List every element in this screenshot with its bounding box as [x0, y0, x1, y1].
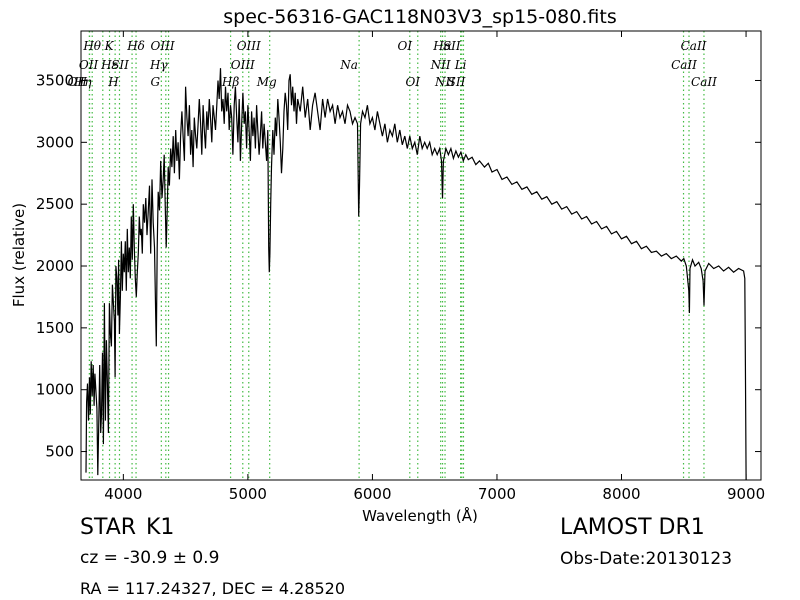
line-marker-label: Na — [339, 58, 358, 72]
line-marker-label: SII — [111, 58, 129, 72]
line-marker-labels: OIIHθOIIHηHεKSIIHHδGHγOIIIHβOIIIOIIIMgNa… — [68, 39, 717, 89]
line-marker-label: OI — [398, 39, 413, 53]
line-marker-label: OII — [79, 58, 99, 72]
line-marker-label: Hθ — [82, 39, 101, 53]
line-markers — [88, 31, 705, 480]
plot-frame — [80, 30, 762, 481]
x-axis-label: Wavelength (Å) — [362, 506, 478, 525]
redshift-text: cz = -30.9 ± 0.9 — [80, 548, 220, 568]
line-marker-label: OII — [68, 75, 88, 89]
x-tick-label: 7000 — [478, 485, 516, 503]
object-subclass: K1 — [146, 515, 175, 540]
line-marker-label: Hδ — [126, 39, 145, 53]
survey-name: LAMOST DR1 — [560, 515, 705, 540]
line-marker-label: SII — [448, 75, 466, 89]
line-marker-label: OI — [405, 75, 420, 89]
x-tick-label: 8000 — [602, 485, 640, 503]
line-marker-label: CaII — [671, 58, 697, 72]
y-axis-ticks: 500 1000 1500 2000 2500 3000 3500 — [36, 71, 761, 461]
y-tick-label: 2000 — [36, 257, 74, 275]
obs-date: Obs-Date:20130123 — [560, 549, 733, 569]
line-marker-label: Hγ — [149, 58, 168, 72]
line-marker-label: Hη — [73, 75, 92, 89]
y-axis-label: Flux (relative) — [10, 203, 28, 307]
line-marker-label: CaII — [691, 75, 717, 89]
x-tick-label: 5000 — [229, 485, 267, 503]
x-tick-label: 9000 — [727, 485, 765, 503]
x-tick-label: 4000 — [104, 485, 142, 503]
line-marker-label: OIII — [237, 39, 261, 53]
line-marker-label: G — [151, 75, 161, 89]
x-axis-ticks: 4000 5000 6000 7000 8000 9000 — [104, 31, 765, 503]
line-marker-label: Li — [454, 58, 467, 72]
line-marker-label: K — [104, 39, 115, 53]
coordinates: RA = 117.24327, DEC = 4.28520 — [80, 579, 346, 598]
chart-title: spec-56316-GAC118N03V3_sp15-080.fits — [223, 6, 616, 28]
line-marker-label: OIII — [151, 39, 175, 53]
line-marker-label: CaII — [681, 39, 707, 53]
line-marker-label: Hε — [100, 58, 118, 72]
line-marker-label: Mg — [256, 75, 277, 89]
line-marker-label: Hα — [432, 39, 452, 53]
y-tick-label: 500 — [45, 443, 74, 461]
object-class: STAR — [80, 515, 137, 540]
y-tick-label: 1000 — [36, 381, 74, 399]
spectrum-line — [85, 68, 747, 481]
line-marker-label: NII — [430, 58, 451, 72]
y-tick-label: 3500 — [36, 71, 74, 89]
y-tick-label: 1500 — [36, 319, 74, 337]
line-marker-label: SII — [443, 39, 461, 53]
line-marker-label: NII — [434, 75, 455, 89]
x-tick-label: 6000 — [353, 485, 391, 503]
line-marker-label: Hβ — [221, 75, 239, 89]
y-tick-label: 2500 — [36, 195, 74, 213]
y-tick-label: 3000 — [36, 133, 74, 151]
line-marker-label: OIII — [231, 58, 255, 72]
line-marker-label: H — [107, 75, 119, 89]
